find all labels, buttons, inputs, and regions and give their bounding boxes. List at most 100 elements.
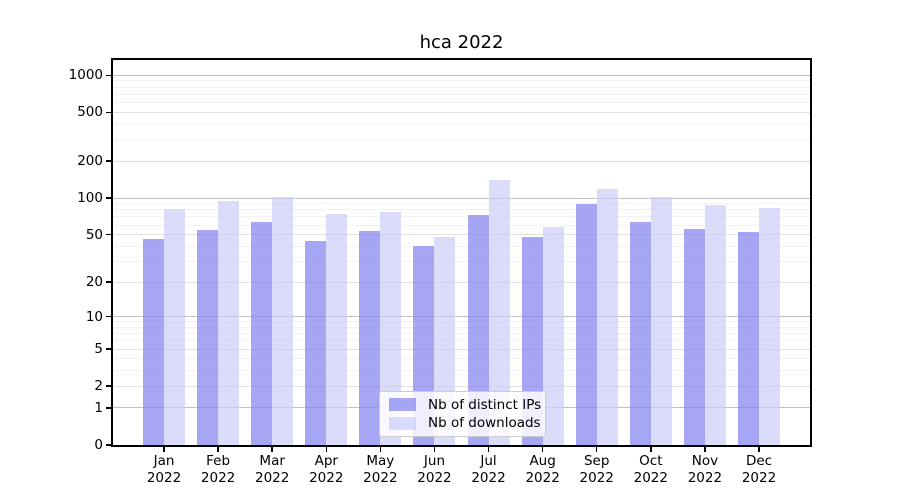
bar-dec-ips	[738, 231, 759, 445]
bar-oct-ips	[629, 222, 651, 445]
x-tick-label-oct: Oct 2022	[633, 453, 668, 486]
y-tick-label-10: 10	[85, 308, 103, 325]
gridline-100	[113, 197, 810, 199]
gridline-3	[113, 370, 810, 372]
x-tick-mark	[325, 447, 328, 452]
gridline-400	[113, 123, 810, 125]
x-tick-label-aug: Aug 2022	[525, 453, 560, 486]
bar-apr-ips	[305, 241, 327, 445]
x-tick-mark	[433, 447, 436, 452]
x-tick-mark	[595, 447, 598, 452]
y-tick-mark	[106, 111, 111, 114]
bar-may-downloads	[380, 211, 402, 445]
x-tick-label-feb: Feb 2022	[200, 453, 236, 486]
bar-nov-downloads	[704, 204, 726, 445]
bar-jan-downloads	[164, 208, 185, 445]
chart-title: hca 2022	[419, 32, 504, 53]
x-tick-mark	[487, 447, 490, 452]
gridline-700	[113, 93, 810, 95]
y-tick-label-2: 2	[94, 378, 103, 395]
y-tick-mark	[106, 315, 111, 318]
gridline-600	[113, 102, 810, 104]
x-tick-label-jun: Jun 2022	[417, 453, 452, 486]
gridline-200	[113, 160, 810, 162]
gridline-500	[113, 111, 810, 113]
x-tick-mark	[704, 447, 706, 452]
y-tick-label-20: 20	[85, 274, 103, 291]
legend-entry-downloads: Nb of downloads	[389, 415, 541, 431]
x-tick-label-apr: Apr 2022	[309, 453, 344, 486]
gridline-7	[113, 333, 810, 335]
x-tick-mark	[217, 447, 219, 452]
y-tick-mark	[106, 407, 111, 409]
bar-nov-ips	[683, 228, 705, 445]
x-tick-label-may: May 2022	[363, 453, 398, 486]
gridline-9	[113, 321, 810, 323]
x-tick-label-nov: Nov 2022	[687, 453, 723, 486]
gridline-40	[113, 245, 810, 247]
x-tick-mark	[163, 447, 165, 452]
y-tick-mark	[106, 233, 111, 236]
y-tick-mark	[106, 281, 111, 283]
gridline-50	[113, 234, 810, 236]
bar-jul-downloads	[488, 180, 510, 445]
bar-apr-downloads	[326, 213, 348, 445]
gridline-20	[113, 281, 810, 283]
gridline-8	[113, 326, 810, 328]
x-tick-label-sep: Sep 2022	[579, 453, 614, 486]
y-tick-label-1: 1	[94, 399, 103, 416]
y-tick-mark	[106, 385, 111, 387]
y-tick-mark	[106, 160, 111, 162]
gridline-30	[113, 260, 810, 262]
y-tick-label-500: 500	[77, 104, 103, 121]
gridline-90	[113, 203, 810, 205]
gridline-2	[113, 385, 810, 387]
plot-area	[111, 58, 812, 447]
gridline-70	[113, 216, 810, 218]
gridline-900	[113, 80, 810, 82]
x-tick-label-dec: Dec 2022	[741, 453, 777, 486]
x-tick-label-jan: Jan 2022	[146, 453, 182, 486]
gridline-1000	[113, 74, 810, 76]
x-tick-mark	[541, 447, 544, 452]
gridline-800	[113, 86, 810, 88]
gridline-300	[113, 139, 810, 141]
bar-mar-ips	[251, 222, 273, 445]
x-tick-mark	[379, 447, 382, 452]
bar-dec-downloads	[759, 207, 780, 445]
legend-entry-ips: Nb of distinct IPs	[389, 397, 541, 413]
bar-sep-downloads	[596, 189, 618, 445]
bar-sep-ips	[575, 204, 597, 445]
gridline-10	[113, 316, 810, 318]
legend-label: Nb of distinct IPs	[428, 396, 542, 413]
legend-swatch	[389, 398, 416, 412]
bars-layer	[113, 60, 810, 445]
gridline-4	[113, 358, 810, 360]
bar-oct-downloads	[650, 197, 672, 445]
gridline-80	[113, 209, 810, 211]
bar-jul-ips	[467, 214, 489, 445]
bar-feb-ips	[197, 229, 219, 445]
y-tick-label-100: 100	[77, 190, 103, 207]
legend: Nb of distinct IPs Nb of downloads	[379, 391, 546, 437]
x-tick-label-jul: Jul 2022	[471, 453, 506, 486]
gridline-6	[113, 340, 810, 342]
y-tick-label-200: 200	[77, 153, 103, 170]
y-tick-mark	[106, 74, 111, 77]
y-tick-mark	[106, 197, 111, 199]
legend-swatch	[389, 416, 416, 430]
y-tick-label-0: 0	[94, 437, 103, 453]
bar-jan-ips	[143, 239, 164, 445]
x-tick-mark	[271, 447, 273, 452]
gridline-5	[113, 348, 810, 350]
bar-feb-downloads	[218, 200, 240, 445]
x-tick-label-mar: Mar 2022	[254, 453, 290, 486]
x-tick-mark	[758, 447, 760, 452]
gridlines-layer	[113, 60, 810, 445]
bar-aug-downloads	[542, 226, 564, 445]
bar-mar-downloads	[272, 196, 294, 445]
y-tick-mark	[106, 348, 111, 350]
gridline-60	[113, 224, 810, 226]
y-tick-label-5: 5	[94, 341, 103, 358]
